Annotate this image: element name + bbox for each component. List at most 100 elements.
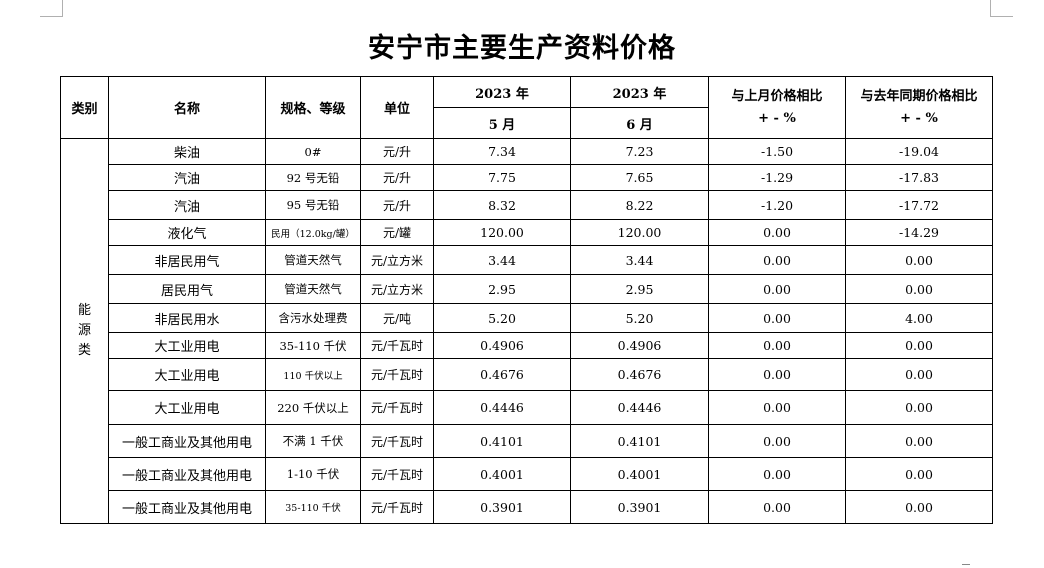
- cell-may: 8.32: [433, 190, 571, 220]
- cell-may: 3.44: [433, 245, 571, 275]
- cell-unit: 元/千瓦时: [360, 332, 434, 359]
- table-row: 汽油 92 号无铅 元/升 7.75 7.65 -1.29 -17.83: [61, 164, 993, 191]
- cell-mom: 0.00: [708, 490, 846, 524]
- header-month-may: 5 月: [433, 107, 571, 139]
- cell-spec: 110 千伏以上: [265, 358, 361, 391]
- cell-spec: 1-10 千伏: [265, 457, 361, 491]
- category-char: 能: [77, 303, 91, 318]
- cell-mom: 0.00: [708, 332, 846, 359]
- header-year-june: 2023 年: [570, 76, 709, 108]
- cell-name: 大工业用电: [108, 332, 266, 359]
- cell-mom: 0.00: [708, 390, 846, 425]
- category-char: 类: [77, 343, 91, 358]
- cell-yoy: 0.00: [845, 490, 993, 524]
- header-mom-unit: + - %: [758, 110, 796, 126]
- cell-unit: 元/升: [360, 190, 434, 220]
- cell-yoy: -19.04: [845, 138, 993, 165]
- cell-spec: 含污水处理费: [265, 303, 361, 333]
- category-energy: 能 源 类: [60, 138, 109, 524]
- table-row: 大工业用电 110 千伏以上 元/千瓦时 0.4676 0.4676 0.00 …: [61, 358, 993, 391]
- cell-june: 5.20: [570, 303, 709, 333]
- cell-june: 120.00: [570, 219, 709, 246]
- table-row: 大工业用电 35-110 千伏 元/千瓦时 0.4906 0.4906 0.00…: [61, 332, 993, 359]
- cell-unit: 元/吨: [360, 303, 434, 333]
- cell-unit: 元/千瓦时: [360, 490, 434, 524]
- cell-unit: 元/罐: [360, 219, 434, 246]
- cell-name: 非居民用水: [108, 303, 266, 333]
- cell-yoy: 0.00: [845, 245, 993, 275]
- cell-yoy: 0.00: [845, 390, 993, 425]
- category-char: 源: [77, 323, 91, 338]
- cell-name: 一般工商业及其他用电: [108, 457, 266, 491]
- cell-yoy: 0.00: [845, 358, 993, 391]
- cell-yoy: 4.00: [845, 303, 993, 333]
- table-row: 居民用气 管道天然气 元/立方米 2.95 2.95 0.00 0.00: [61, 274, 993, 304]
- cell-mom: 0.00: [708, 358, 846, 391]
- cell-june: 8.22: [570, 190, 709, 220]
- header-spec: 规格、等级: [265, 76, 361, 139]
- cell-june: 0.4676: [570, 358, 709, 391]
- cell-spec: 民用（12.0kg/罐）: [265, 219, 361, 246]
- header-unit: 单位: [360, 76, 434, 139]
- header-category: 类别: [60, 76, 109, 139]
- cell-mom: -1.29: [708, 164, 846, 191]
- cell-may: 7.34: [433, 138, 571, 165]
- cell-mom: 0.00: [708, 424, 846, 458]
- cell-unit: 元/千瓦时: [360, 358, 434, 391]
- cell-mom: 0.00: [708, 245, 846, 275]
- cell-may: 0.4906: [433, 332, 571, 359]
- cell-spec: 管道天然气: [265, 274, 361, 304]
- header-month-june: 6 月: [570, 107, 709, 139]
- cell-spec: 不满 1 千伏: [265, 424, 361, 458]
- cell-may: 0.3901: [433, 490, 571, 524]
- cell-june: 0.4001: [570, 457, 709, 491]
- cell-mom: 0.00: [708, 457, 846, 491]
- cell-yoy: 0.00: [845, 274, 993, 304]
- cell-name: 一般工商业及其他用电: [108, 490, 266, 524]
- header-row-months: 5 月 6 月: [61, 107, 993, 139]
- cell-name: 柴油: [108, 138, 266, 165]
- cell-spec: 0#: [265, 138, 361, 165]
- cell-mom: 0.00: [708, 274, 846, 304]
- cell-spec: 220 千伏以上: [265, 390, 361, 425]
- cell-may: 0.4101: [433, 424, 571, 458]
- header-yoy-unit: + - %: [900, 110, 938, 126]
- page-corner-mark-right: [990, 0, 1013, 17]
- cell-spec: 95 号无铅: [265, 190, 361, 220]
- cell-unit: 元/千瓦时: [360, 424, 434, 458]
- cell-name: 汽油: [108, 164, 266, 191]
- cell-unit: 元/立方米: [360, 274, 434, 304]
- header-row: 类别 名称 规格、等级 单位 2023 年 2023 年 与上月价格相比 + -…: [60, 76, 993, 139]
- cell-spec: 92 号无铅: [265, 164, 361, 191]
- table-row: 大工业用电 220 千伏以上 元/千瓦时 0.4446 0.4446 0.00 …: [61, 390, 993, 425]
- cell-name: 居民用气: [108, 274, 266, 304]
- cell-june: 0.4446: [570, 390, 709, 425]
- cell-may: 0.4001: [433, 457, 571, 491]
- cell-unit: 元/升: [360, 164, 434, 191]
- cell-june: 0.4101: [570, 424, 709, 458]
- cell-spec: 管道天然气: [265, 245, 361, 275]
- cell-may: 5.20: [433, 303, 571, 333]
- table-row: 汽油 95 号无铅 元/升 8.32 8.22 -1.20 -17.72: [61, 190, 993, 220]
- header-month-over-month: 与上月价格相比 + - %: [708, 76, 846, 139]
- header-mom-label: 与上月价格相比: [731, 88, 823, 104]
- page-title: 安宁市主要生产资料价格: [368, 33, 676, 64]
- table-row: 一般工商业及其他用电 不满 1 千伏 元/千瓦时 0.4101 0.4101 0…: [61, 424, 993, 458]
- cell-june: 0.3901: [570, 490, 709, 524]
- cell-yoy: -14.29: [845, 219, 993, 246]
- cell-name: 液化气: [108, 219, 266, 246]
- cell-name: 非居民用气: [108, 245, 266, 275]
- cell-mom: 0.00: [708, 303, 846, 333]
- header-year-over-year: 与去年同期价格相比 + - %: [845, 76, 993, 139]
- table-row: 能 源 类 柴油 0# 元/升 7.34 7.23 -1.50 -19.04: [60, 138, 993, 524]
- cell-unit: 元/升: [360, 138, 434, 165]
- header-yoy-label: 与去年同期价格相比: [860, 88, 978, 104]
- price-table: 类别 名称 规格、等级 单位 2023 年 2023 年 与上月价格相比 + -…: [60, 76, 993, 524]
- cell-name: 大工业用电: [108, 358, 266, 391]
- cell-may: 2.95: [433, 274, 571, 304]
- cell-may: 7.75: [433, 164, 571, 191]
- table-row: 非居民用气 管道天然气 元/立方米 3.44 3.44 0.00 0.00: [61, 245, 993, 275]
- cell-mom: -1.50: [708, 138, 846, 165]
- cell-june: 0.4906: [570, 332, 709, 359]
- cell-yoy: 0.00: [845, 332, 993, 359]
